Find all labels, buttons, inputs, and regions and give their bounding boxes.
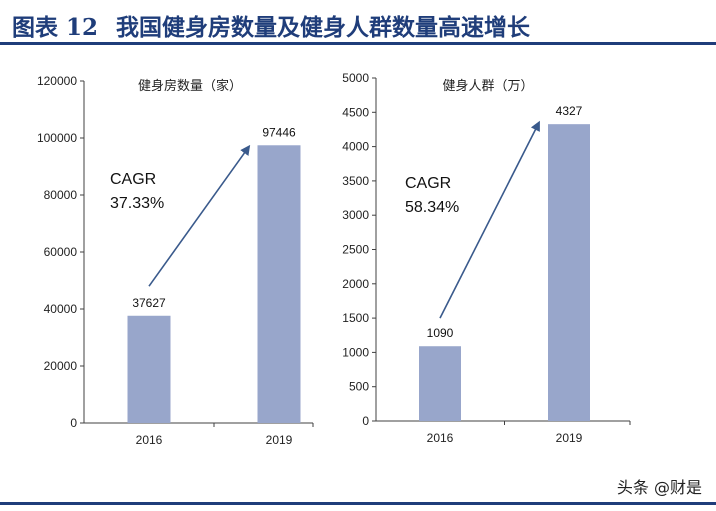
y-tick-label: 20000: [44, 359, 78, 373]
y-tick-label: 3000: [342, 208, 369, 222]
watermark: 头条 @财是: [616, 478, 702, 497]
figure-title-text: 我国健身房数量及健身人群数量高速增长: [116, 14, 531, 41]
chart-gyms: 健身房数量（家） 0 20000 40000 60000 80000 100000 12000…: [37, 74, 314, 447]
cagr-label: CAGR: [110, 171, 156, 188]
figure-title: 图表 12 我国健身房数量及健身人群数量高速增长: [12, 8, 530, 42]
y-tick-label: 2000: [342, 277, 369, 291]
y-tick-label: 2500: [342, 243, 369, 257]
x-tick-label-2016: 2016: [136, 433, 163, 447]
data-label-2019: 4327: [556, 104, 583, 118]
bar-2019: [548, 124, 590, 422]
figure-label: 图表 12: [12, 14, 99, 41]
cagr-value: 58.34%: [405, 199, 459, 216]
data-label-2019: 97446: [262, 125, 296, 139]
y-tick-label: 100000: [37, 131, 77, 145]
bar-2019: [257, 145, 301, 423]
x-tick-label-2016: 2016: [427, 431, 454, 445]
chart-title: 健身房数量（家）: [138, 78, 242, 93]
y-tick-label: 60000: [44, 245, 78, 259]
chart-fitness-population: 健身人群（万） 0 500 1000 1500 2000 2500 3000 3500 4000 4…: [342, 71, 631, 445]
growth-arrow: [439, 120, 540, 319]
title-rule: [0, 42, 716, 45]
y-tick-label: 0: [70, 416, 77, 430]
cagr-value: 37.33%: [110, 195, 164, 212]
y-tick-label: 500: [349, 380, 369, 394]
y-tick-label: 1500: [342, 311, 369, 325]
y-tick-label: 5000: [342, 71, 369, 85]
chart-title: 健身人群（万）: [442, 78, 533, 93]
bar-2016: [419, 346, 461, 421]
y-tick-label: 80000: [44, 188, 78, 202]
bar-2016: [127, 315, 171, 423]
bottom-rule: [0, 502, 716, 505]
y-tick-label: 4500: [342, 105, 369, 119]
figure-header: 图表 12 我国健身房数量及健身人群数量高速增长: [0, 0, 716, 50]
y-tick-label: 120000: [37, 74, 77, 88]
x-tick-label-2019: 2019: [556, 431, 583, 445]
y-tick-label: 3500: [342, 174, 369, 188]
x-tick-label-2019: 2019: [266, 433, 293, 447]
y-tick-label: 40000: [44, 302, 78, 316]
y-tick-label: 1000: [342, 345, 369, 359]
y-tick-label: 0: [362, 414, 369, 428]
cagr-label: CAGR: [405, 175, 451, 192]
growth-arrow: [148, 144, 251, 287]
data-label-2016: 1090: [427, 326, 454, 340]
y-tick-label: 4000: [342, 140, 369, 154]
data-label-2016: 37627: [132, 296, 166, 310]
